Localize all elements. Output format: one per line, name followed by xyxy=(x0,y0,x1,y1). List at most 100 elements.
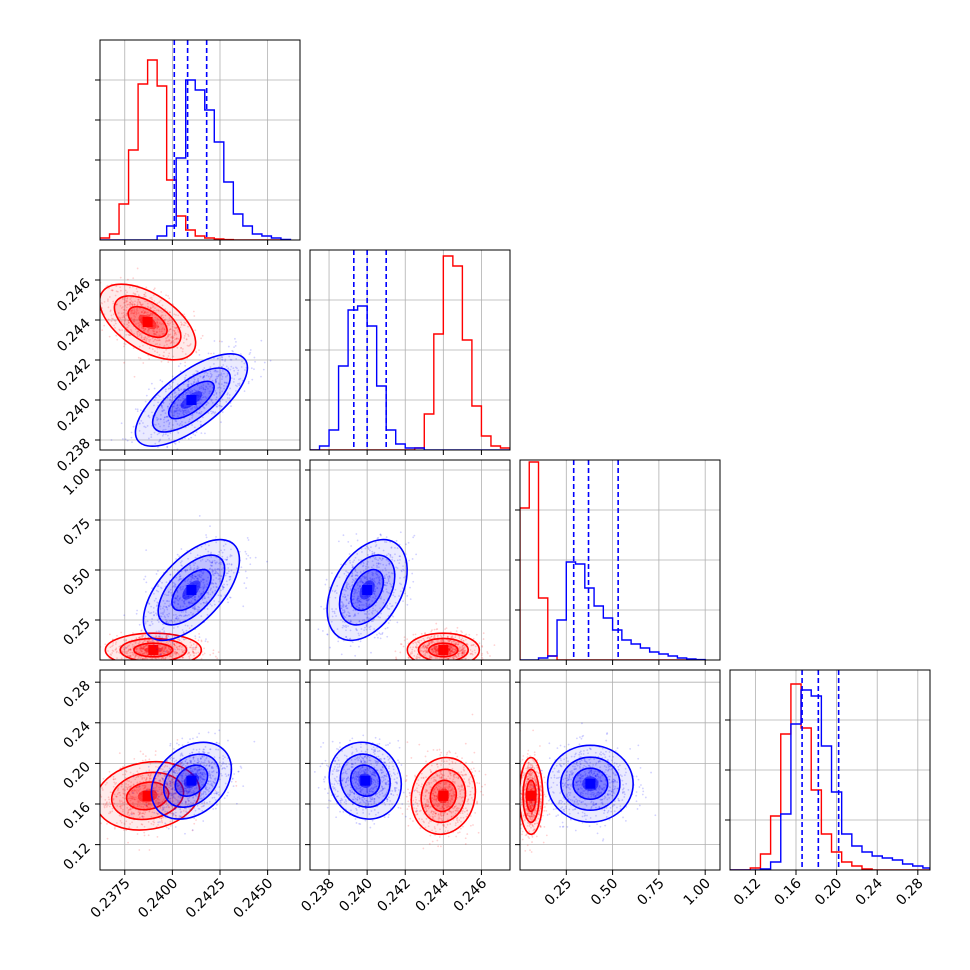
scatter-point xyxy=(148,314,150,317)
scatter-point xyxy=(137,330,139,333)
scatter-point xyxy=(468,661,470,663)
scatter-point xyxy=(345,636,347,638)
scatter-point xyxy=(412,580,415,583)
scatter-point xyxy=(365,625,368,628)
scatter-point xyxy=(150,640,153,643)
scatter-point xyxy=(460,649,463,652)
scatter-point xyxy=(164,593,166,596)
scatter-point xyxy=(357,600,360,603)
scatter-point xyxy=(378,577,381,579)
scatter-point xyxy=(142,327,145,330)
scatter-point xyxy=(374,590,376,593)
scatter-point xyxy=(174,635,176,638)
scatter-point xyxy=(193,652,196,654)
scatter-point xyxy=(162,316,165,319)
scatter-point xyxy=(249,349,252,351)
scatter-point xyxy=(167,419,169,422)
scatter-point xyxy=(188,657,191,660)
scatter-point xyxy=(136,833,139,835)
scatter-point xyxy=(191,390,194,393)
scatter-point xyxy=(163,610,166,613)
scatter-point xyxy=(378,582,381,585)
scatter-point xyxy=(446,635,449,638)
scatter-point xyxy=(192,310,195,313)
scatter-point xyxy=(225,558,228,561)
scatter-point xyxy=(232,380,235,383)
scatter-point xyxy=(347,540,350,543)
scatter-point xyxy=(412,633,415,636)
scatter-point xyxy=(137,299,140,301)
scatter-point xyxy=(352,565,354,568)
scatter-point xyxy=(180,641,183,644)
scatter-point xyxy=(180,614,183,617)
scatter-point xyxy=(208,761,210,763)
scatter-point xyxy=(433,650,436,653)
scatter-point xyxy=(190,602,193,604)
scatter-point xyxy=(454,643,456,645)
scatter-point xyxy=(182,411,185,414)
scatter-point xyxy=(167,320,170,323)
scatter-point xyxy=(225,580,228,583)
scatter-point xyxy=(379,533,382,536)
scatter-point xyxy=(335,592,338,594)
scatter-point xyxy=(158,635,161,638)
scatter-point xyxy=(376,587,378,589)
scatter-point xyxy=(406,638,409,641)
scatter-point xyxy=(426,644,429,647)
scatter-point xyxy=(170,409,172,412)
scatter-point xyxy=(168,319,171,322)
scatter-point xyxy=(130,312,132,315)
scatter-point xyxy=(220,575,223,577)
scatter-point xyxy=(356,598,359,601)
scatter-point xyxy=(97,309,99,311)
scatter-point xyxy=(146,640,149,643)
scatter-point xyxy=(190,580,192,583)
scatter-point xyxy=(416,653,419,655)
scatter-point xyxy=(170,788,172,791)
scatter-point xyxy=(113,324,115,327)
scatter-point xyxy=(208,377,211,380)
scatter-point xyxy=(149,774,152,777)
scatter-point xyxy=(481,652,484,655)
scatter-point xyxy=(144,779,147,782)
scatter-point xyxy=(375,570,378,573)
scatter-point xyxy=(160,330,163,333)
scatter-point xyxy=(149,612,152,615)
scatter-point xyxy=(457,652,460,655)
scatter-point xyxy=(206,591,208,594)
scatter-point xyxy=(377,559,380,562)
scatter-point xyxy=(169,410,172,412)
scatter-point xyxy=(448,646,450,649)
scatter-point xyxy=(170,655,173,658)
scatter-point xyxy=(205,600,208,603)
scatter-point xyxy=(160,615,163,618)
scatter-point xyxy=(437,663,439,665)
scatter-point xyxy=(137,636,140,639)
scatter-point xyxy=(350,620,353,623)
scatter-point xyxy=(123,309,126,311)
scatter-point xyxy=(443,657,445,660)
scatter-point xyxy=(228,397,231,400)
scatter-point xyxy=(172,323,175,326)
scatter-point xyxy=(142,329,145,332)
scatter-point xyxy=(205,534,207,536)
scatter-point xyxy=(178,664,180,666)
scatter-point xyxy=(228,355,231,358)
scatter-point xyxy=(199,424,202,427)
scatter-point xyxy=(207,382,209,385)
scatter-point xyxy=(119,329,121,332)
scatter-point xyxy=(150,815,153,818)
scatter-point xyxy=(175,338,178,340)
scatter-point xyxy=(187,385,190,388)
scatter-point xyxy=(120,312,123,315)
scatter-point xyxy=(179,399,182,402)
scatter-point xyxy=(381,632,384,634)
scatter-point xyxy=(159,793,162,796)
scatter-point xyxy=(141,652,144,655)
scatter-point xyxy=(120,422,123,425)
scatter-point xyxy=(129,823,131,825)
scatter-point xyxy=(176,615,179,618)
scatter-point xyxy=(140,650,143,653)
scatter-point xyxy=(157,309,160,312)
scatter-point xyxy=(163,630,166,633)
